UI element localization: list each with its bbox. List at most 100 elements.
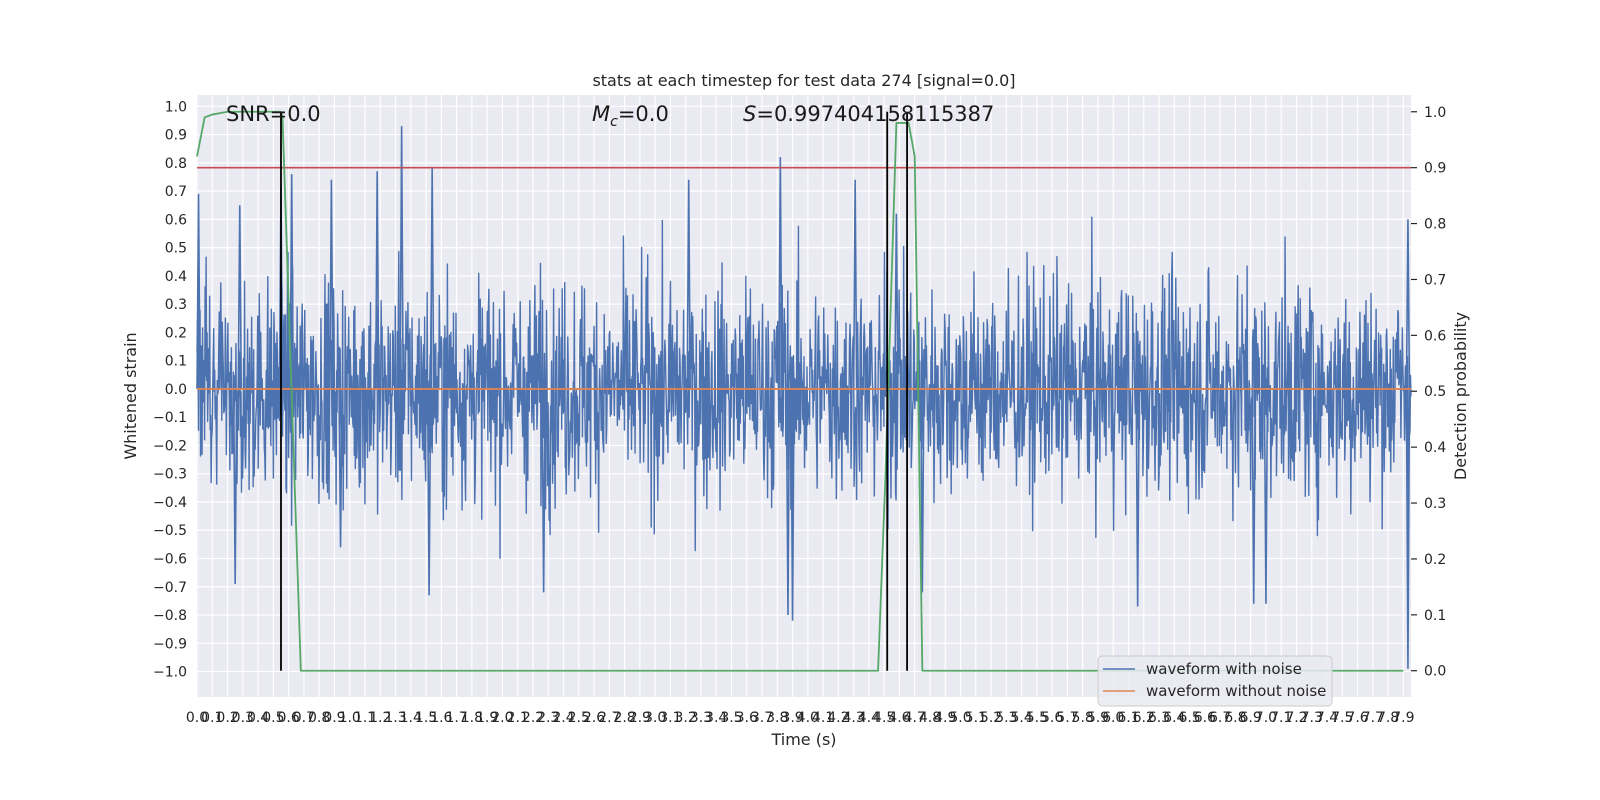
y-tick-left-label: −0.9 [153, 636, 187, 652]
y-tick-left-label: 0.7 [165, 184, 187, 200]
noise-peak [541, 388, 546, 593]
x-tick-label: 1.7 [445, 710, 467, 726]
x-tick-label: 7.3 [1301, 710, 1323, 726]
y-tick-left-label: −0.5 [153, 523, 187, 539]
y-tick-right-label: 0.5 [1424, 384, 1446, 400]
x-tick-label: 0.8 [308, 710, 330, 726]
x-tick-label: 0.3 [232, 710, 254, 726]
x-tick-label: 3.8 [766, 710, 788, 726]
x-tick-label: 7.9 [1392, 710, 1414, 726]
detection-probability-line [196, 110, 1404, 672]
x-tick-label: 3.2 [675, 710, 697, 726]
x-tick-label: 3.5 [720, 710, 742, 726]
x-tick-label: 2.1 [507, 710, 529, 726]
y-tick-right-label: 0.0 [1424, 664, 1446, 680]
x-tick-label: 7.1 [1270, 710, 1292, 726]
noise-peak [196, 193, 201, 389]
noise-waveform-line [196, 216, 1412, 559]
noise-peak [894, 213, 899, 389]
y-tick-right-label: 0.3 [1424, 496, 1446, 512]
y-axis-label-left: Whitened strain [121, 332, 140, 459]
noise-peak [329, 179, 334, 389]
y-tick-right-label: 0.6 [1424, 328, 1446, 344]
y-tick-right-label: 0.4 [1424, 440, 1446, 456]
y-tick-right-label: 0.9 [1424, 161, 1446, 177]
x-tick-label: 6.6 [1194, 710, 1216, 726]
x-tick-label: 0.6 [277, 710, 299, 726]
x-tick-label: 3.7 [751, 710, 773, 726]
noise-peak [399, 126, 404, 389]
y-tick-left-label: 0.3 [165, 297, 187, 313]
x-tick-label: 0.9 [323, 710, 345, 726]
noise-peak [852, 179, 858, 389]
y-axis-label-right: Detection probability [1451, 312, 1470, 480]
noise-peak [232, 388, 238, 584]
x-tick-label: 1.4 [400, 710, 422, 726]
x-tick-label: 3.4 [705, 710, 727, 726]
x-tick-label: 2.0 [491, 710, 513, 726]
x-tick-label: 5.3 [995, 710, 1017, 726]
y-tick-left-label: 0.9 [165, 128, 187, 144]
x-tick-label: 1.3 [384, 710, 406, 726]
x-tick-label: 7.2 [1285, 710, 1307, 726]
legend: waveform with noise waveform without noi… [1097, 655, 1333, 707]
x-tick-label: 5.2 [980, 710, 1002, 726]
x-tick-label: 3.6 [736, 710, 758, 726]
x-tick-label: 6.1 [1117, 710, 1139, 726]
y-tick-left-label: −0.4 [153, 495, 187, 511]
x-tick-label: 7.4 [1316, 710, 1338, 726]
x-tick-label: 4.6 [888, 710, 910, 726]
x-tick-label: 0.5 [262, 710, 284, 726]
axis-ticks: 1.00.90.80.70.60.50.40.30.20.10.0−0.1−0.… [153, 99, 1446, 726]
x-tick-label: 2.2 [522, 710, 544, 726]
x-tick-label: 4.9 [934, 710, 956, 726]
noise-peak [289, 174, 294, 389]
x-tick-label: 4.7 [904, 710, 926, 726]
x-tick-label: 6.5 [1178, 710, 1200, 726]
x-tick-label: 0.1 [201, 710, 223, 726]
noise-peak [1263, 388, 1269, 604]
snr-annotation: SNR=0.0 [226, 102, 321, 126]
x-tick-label: 5.5 [1026, 710, 1048, 726]
x-tick-label: 1.5 [415, 710, 437, 726]
noise-peak [429, 168, 435, 389]
x-tick-label: 1.1 [354, 710, 376, 726]
x-tick-label: 4.1 [812, 710, 834, 726]
x-tick-label: 1.8 [461, 710, 483, 726]
x-tick-label: 7.7 [1362, 710, 1384, 726]
y-tick-left-label: −0.6 [153, 552, 187, 568]
x-tick-label: 3.9 [781, 710, 803, 726]
s-value: =0.997404158115387 [756, 102, 994, 126]
legend-box [1097, 655, 1333, 707]
x-tick-label: 5.8 [1072, 710, 1094, 726]
x-tick-label: 4.8 [919, 710, 941, 726]
y-tick-left-label: 0.5 [165, 241, 187, 257]
x-tick-label: 4.3 [842, 710, 864, 726]
mc-value: =0.0 [618, 102, 669, 126]
x-tick-label: 1.0 [339, 710, 361, 726]
y-tick-left-label: 0.8 [165, 156, 187, 172]
x-tick-label: 7.5 [1331, 710, 1353, 726]
x-tick-label: 3.3 [690, 710, 712, 726]
x-tick-label: 5.9 [1087, 710, 1109, 726]
y-tick-left-label: −0.7 [153, 580, 187, 596]
x-tick-label: 3.1 [659, 710, 681, 726]
y-tick-left-label: 1.0 [165, 99, 187, 115]
x-tick-label: 5.7 [1056, 710, 1078, 726]
x-tick-label: 6.9 [1240, 710, 1262, 726]
x-tick-label: 6.7 [1209, 710, 1231, 726]
y-tick-left-label: −0.2 [153, 438, 187, 454]
x-tick-label: 2.6 [583, 710, 605, 726]
y-tick-left-label: −0.8 [153, 608, 187, 624]
x-tick-label: 6.8 [1224, 710, 1246, 726]
noise-peak [686, 179, 692, 389]
y-tick-right-label: 1.0 [1424, 105, 1446, 121]
x-tick-label: 4.4 [858, 710, 880, 726]
x-axis-label: Time (s) [770, 730, 836, 749]
overlay-lines [196, 110, 1411, 672]
x-tick-label: 2.7 [598, 710, 620, 726]
x-tick-label: 0.4 [247, 710, 269, 726]
y-tick-left-label: 0.0 [165, 382, 187, 398]
mc-annotation: Mc=0.0 [592, 102, 669, 130]
